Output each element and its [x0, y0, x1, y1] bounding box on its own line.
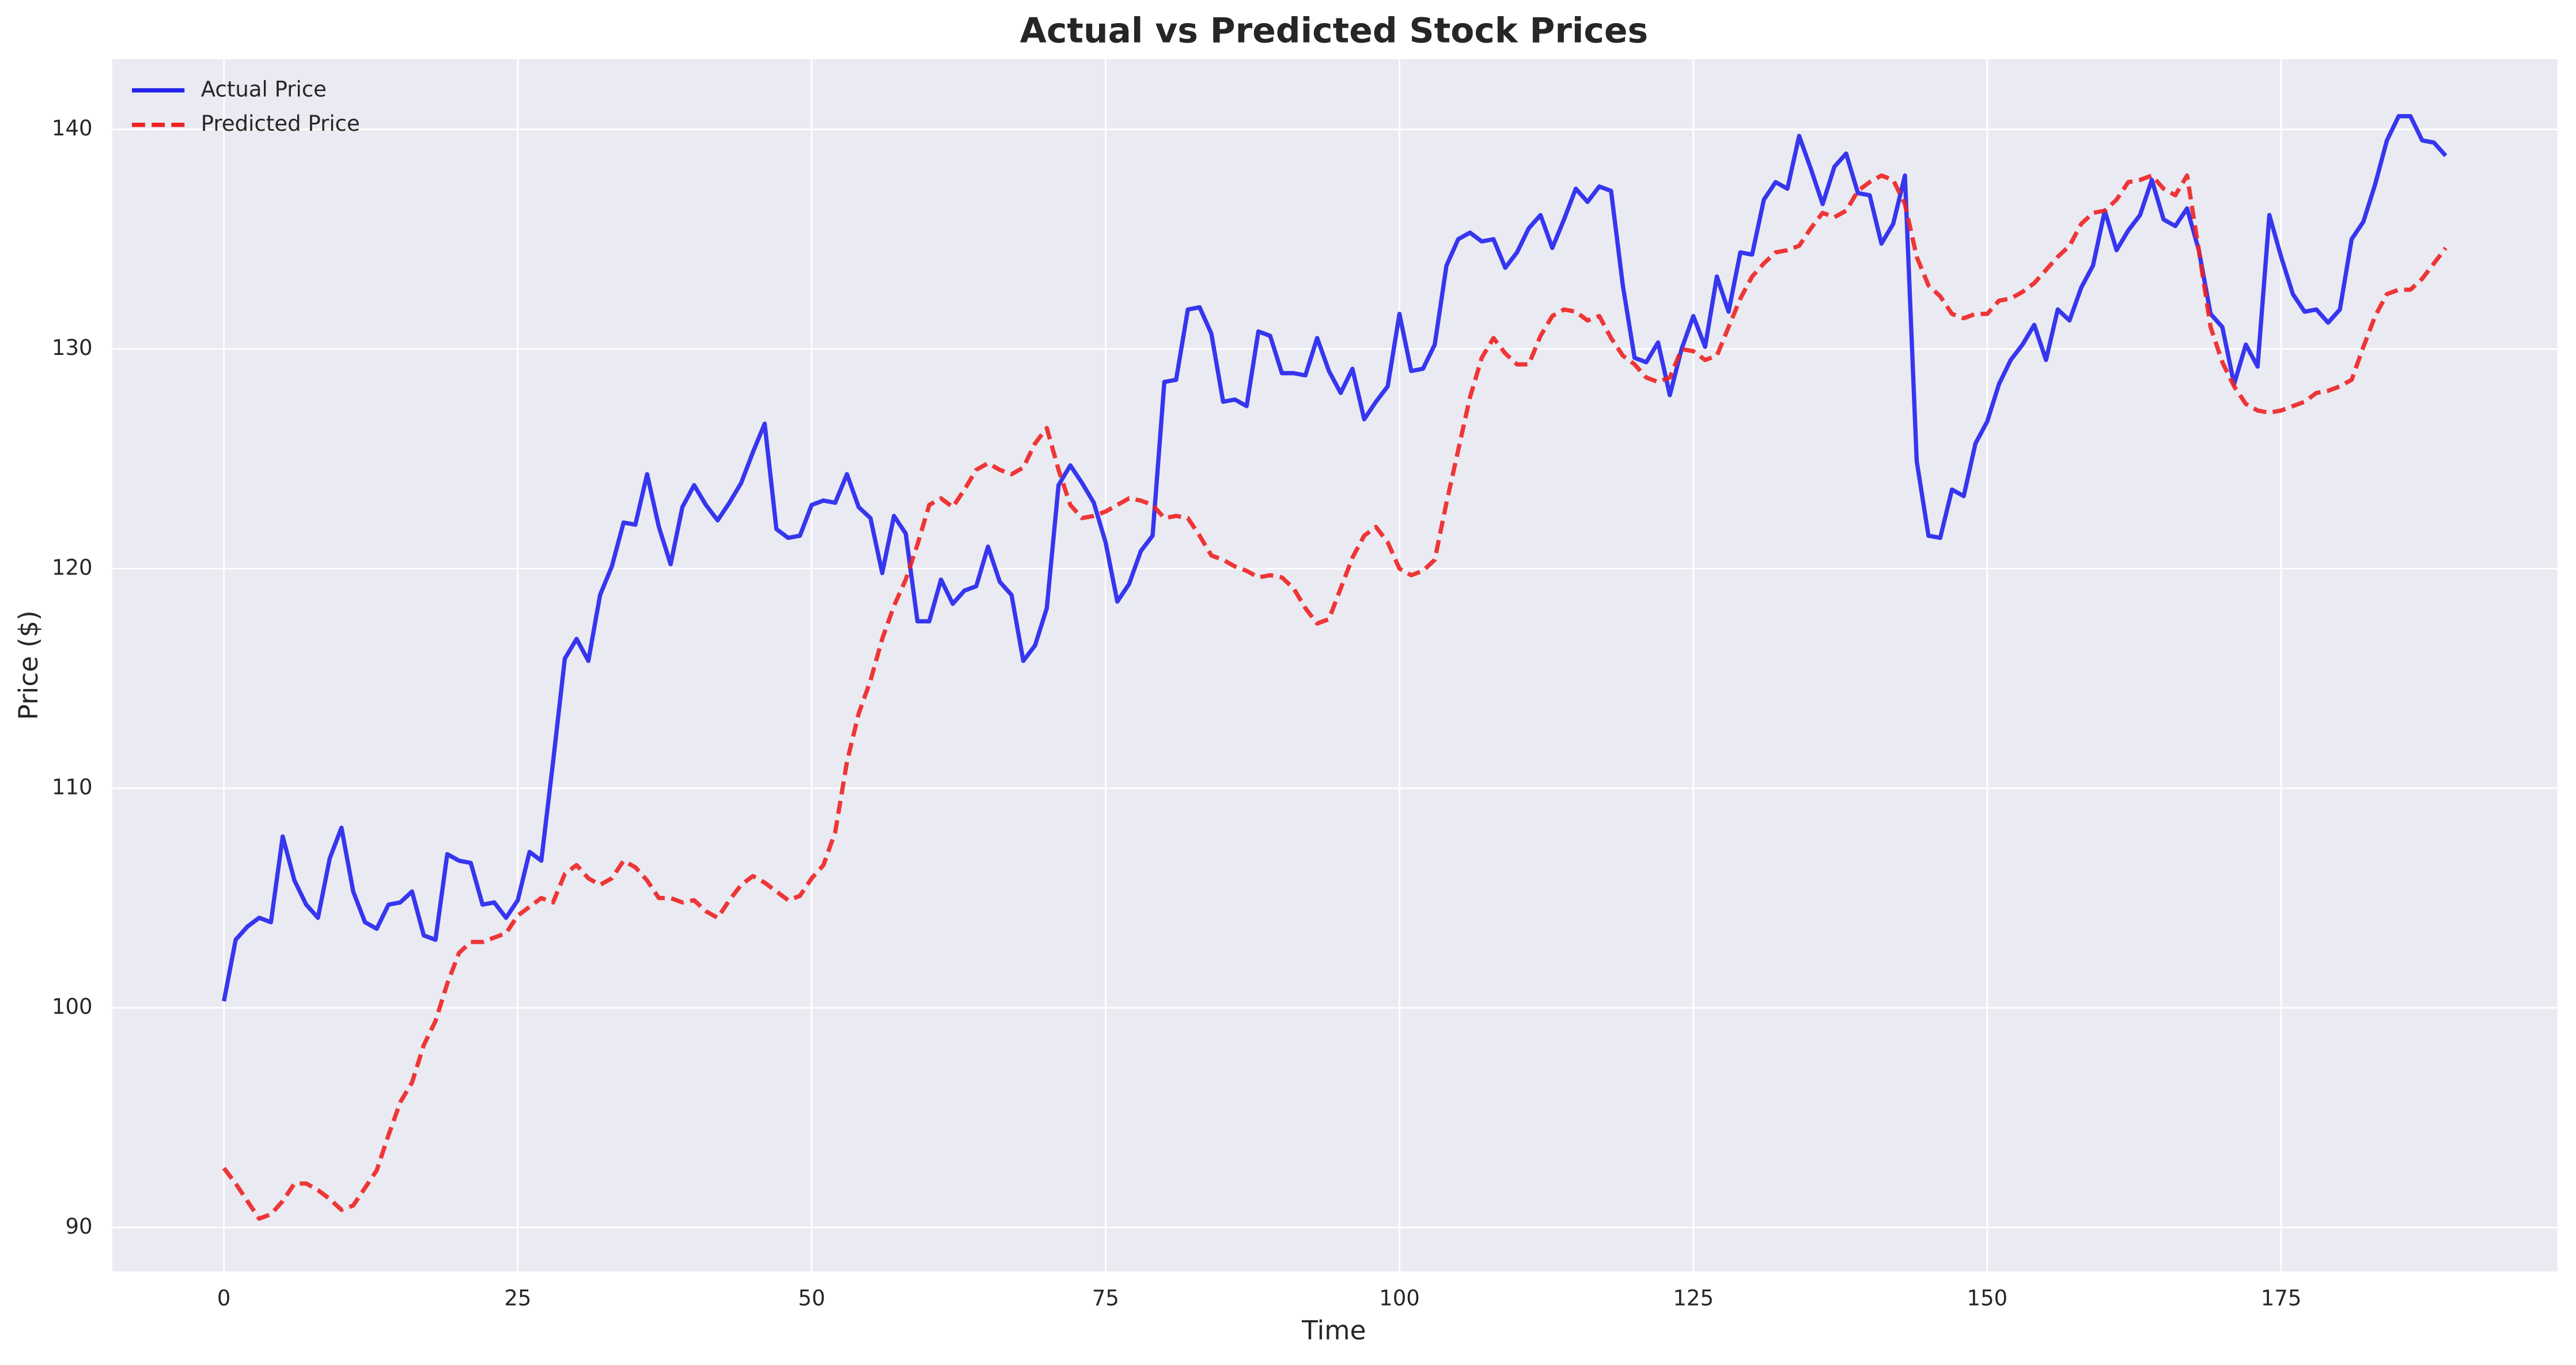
y-tick-label: 90	[65, 1214, 92, 1239]
series-line	[222, 173, 2448, 1221]
grid	[112, 59, 2558, 1272]
y-axis-label: Price ($)	[13, 610, 44, 720]
series-line	[222, 114, 2448, 1002]
plot-background	[112, 59, 2558, 1272]
x-tick-label: 75	[1092, 1285, 1119, 1310]
x-tick-label: 175	[2261, 1285, 2302, 1310]
legend-label: Predicted Price	[201, 111, 360, 136]
y-tick-label: 140	[52, 116, 93, 141]
y-tick-label: 130	[52, 335, 93, 360]
x-tick-label: 125	[1673, 1285, 1714, 1310]
x-tick-label: 25	[504, 1285, 531, 1310]
x-tick-label: 150	[1967, 1285, 2008, 1310]
y-tick-label: 100	[52, 995, 93, 1019]
lines	[222, 114, 2448, 1221]
legend-label: Actual Price	[201, 77, 327, 101]
y-tick-label: 110	[52, 775, 93, 800]
x-tick-label: 100	[1379, 1285, 1420, 1310]
x-tick-label: 50	[798, 1285, 825, 1310]
legend: Actual Price Predicted Price	[132, 77, 360, 136]
x-axis-label: Time	[1301, 1315, 1366, 1345]
chart-title: Actual vs Predicted Stock Prices	[1020, 11, 1649, 51]
x-tick-label: 0	[217, 1285, 231, 1310]
y-tick-label: 120	[52, 555, 93, 580]
